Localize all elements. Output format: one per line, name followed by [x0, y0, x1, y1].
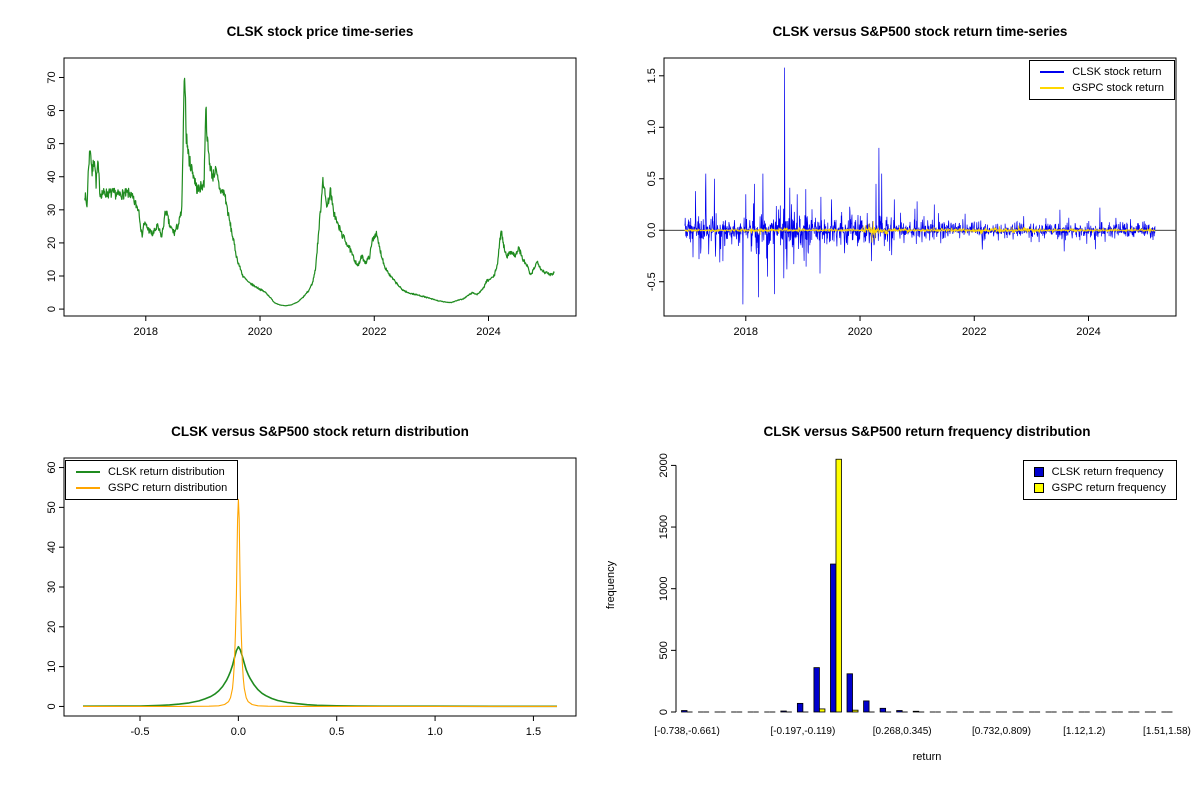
svg-text:2020: 2020	[848, 326, 872, 338]
legend-label-gspc-distribution: GSPC return distribution	[108, 482, 228, 494]
price-chart: 2018 2020 2022 2024 0 10 20 30 40 50 60 70	[46, 57, 577, 338]
svg-text:60: 60	[46, 104, 58, 116]
gspc-distribution-line-swatch	[76, 487, 100, 489]
svg-text:2018: 2018	[734, 326, 758, 338]
svg-text:-0.5: -0.5	[646, 272, 658, 291]
svg-text:2018: 2018	[134, 326, 158, 338]
svg-text:return: return	[913, 751, 942, 763]
svg-text:0: 0	[46, 306, 58, 312]
frequency-chart: 0 500 1000 1500 2000 [-0.738,-0.661) [-0.197,-…	[605, 453, 1191, 763]
returns-chart: 2018 2020 2022 2024 -0.5 0.0 0.5 1.0 1.5	[646, 57, 1177, 338]
svg-text:[-0.738,-0.661): [-0.738,-0.661)	[654, 726, 720, 737]
svg-text:20: 20	[46, 621, 58, 633]
svg-text:30: 30	[46, 581, 58, 593]
legend-item-clsk-distribution: CLSK return distribution	[76, 466, 227, 478]
svg-text:0.0: 0.0	[231, 726, 246, 738]
panel-price-timeseries: CLSK stock price time-series 2018 2020 202…	[0, 0, 600, 400]
svg-text:500: 500	[658, 641, 670, 659]
svg-text:frequency: frequency	[605, 560, 617, 609]
legend-label-clsk-distribution: CLSK return distribution	[108, 466, 225, 478]
svg-text:[-0.197,-0.119): [-0.197,-0.119)	[770, 726, 835, 737]
legend-item-gspc-frequency: GSPC return frequency	[1033, 482, 1166, 494]
returns-legend: CLSK stock return GSPC stock return	[1029, 60, 1175, 100]
distribution-chart: -0.5 0.0 0.5 1.0 1.5 0 10 20 30 40 50 60	[46, 457, 577, 738]
distribution-legend: CLSK return distribution GSPC return dis…	[65, 460, 239, 500]
legend-label-clsk-return: CLSK stock return	[1072, 66, 1162, 78]
clsk-return-line-swatch	[1040, 71, 1065, 73]
distribution-chart-title: CLSK versus S&P500 stock return distribu…	[171, 424, 469, 439]
returns-chart-title: CLSK versus S&P500 stock return time-ser…	[772, 24, 1068, 39]
svg-text:2022: 2022	[362, 326, 386, 338]
panel-return-frequency: CLSK versus S&P500 return frequency dist…	[600, 400, 1200, 800]
svg-text:40: 40	[46, 541, 58, 553]
panel-return-distribution: CLSK versus S&P500 stock return distribu…	[0, 400, 600, 800]
svg-text:50: 50	[46, 138, 58, 150]
clsk-frequency-square-swatch	[1033, 467, 1044, 477]
legend-label-gspc-return: GSPC stock return	[1072, 82, 1164, 94]
svg-text:0: 0	[46, 703, 58, 709]
gspc-return-line-swatch	[1040, 87, 1065, 89]
legend-label-clsk-frequency: CLSK return frequency	[1051, 466, 1164, 478]
legend-item-gspc-distribution: GSPC return distribution	[76, 482, 227, 494]
svg-text:30: 30	[46, 204, 58, 216]
svg-text:[0.268,0.345): [0.268,0.345)	[873, 726, 932, 737]
svg-text:[1.51,1.58): [1.51,1.58)	[1143, 726, 1191, 737]
svg-text:2022: 2022	[962, 326, 986, 338]
svg-text:0.0: 0.0	[646, 223, 658, 238]
svg-text:50: 50	[46, 501, 58, 513]
svg-text:1.5: 1.5	[646, 68, 658, 83]
price-chart-title: CLSK stock price time-series	[226, 24, 414, 39]
svg-text:2024: 2024	[1076, 326, 1100, 338]
legend-item-clsk-return: CLSK stock return	[1040, 66, 1164, 78]
svg-text:10: 10	[46, 661, 58, 673]
panel-returns-timeseries: CLSK versus S&P500 stock return time-ser…	[600, 0, 1200, 400]
svg-text:0.5: 0.5	[646, 171, 658, 186]
svg-text:-0.5: -0.5	[131, 726, 150, 738]
legend-label-gspc-frequency: GSPC return frequency	[1051, 482, 1166, 494]
svg-text:10: 10	[46, 270, 58, 282]
svg-text:1.5: 1.5	[526, 726, 541, 738]
svg-text:1500: 1500	[658, 515, 670, 539]
legend-item-gspc-return: GSPC stock return	[1040, 82, 1164, 94]
legend-item-clsk-frequency: CLSK return frequency	[1033, 466, 1166, 478]
svg-text:40: 40	[46, 171, 58, 183]
svg-text:2024: 2024	[476, 326, 500, 338]
svg-text:[1.12,1.2): [1.12,1.2)	[1063, 726, 1105, 737]
svg-text:1.0: 1.0	[646, 120, 658, 135]
svg-text:70: 70	[46, 71, 58, 83]
svg-text:1000: 1000	[658, 576, 670, 600]
gspc-frequency-square-swatch	[1033, 483, 1044, 493]
svg-text:0.5: 0.5	[329, 726, 344, 738]
svg-text:20: 20	[46, 237, 58, 249]
svg-text:1.0: 1.0	[427, 726, 442, 738]
svg-text:0: 0	[658, 709, 670, 715]
svg-text:2000: 2000	[658, 453, 670, 477]
svg-text:[0.732,0.809): [0.732,0.809)	[972, 726, 1031, 737]
svg-text:60: 60	[46, 461, 58, 473]
frequency-legend: CLSK return frequency GSPC return freque…	[1022, 460, 1177, 500]
frequency-chart-title: CLSK versus S&P500 return frequency dist…	[763, 424, 1091, 439]
clsk-distribution-line-swatch	[76, 471, 100, 473]
svg-text:2020: 2020	[248, 326, 272, 338]
